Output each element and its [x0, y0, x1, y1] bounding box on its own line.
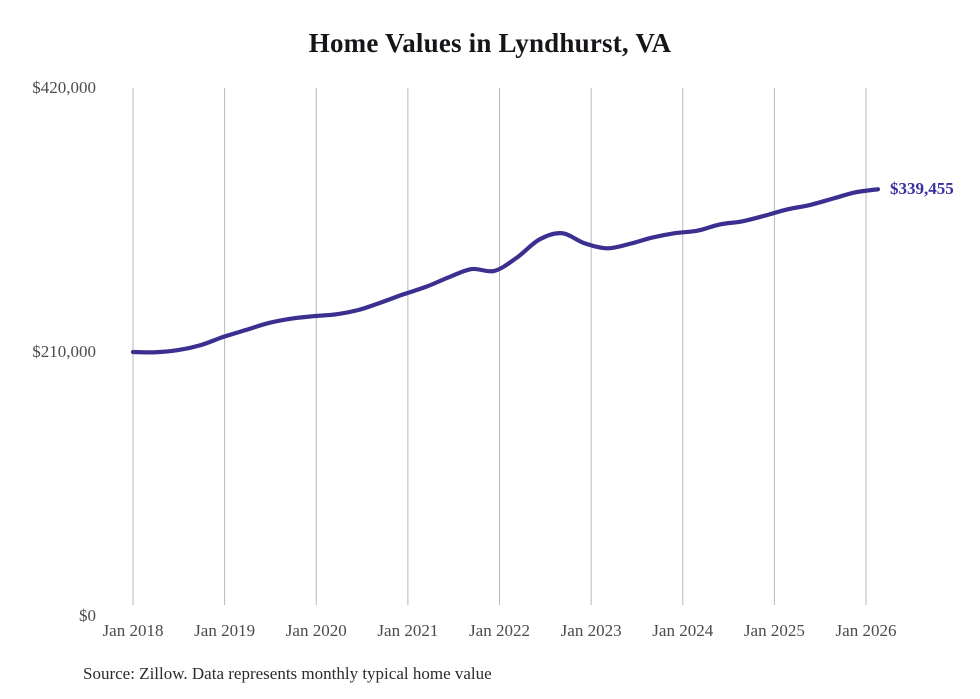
x-axis-tick-label: Jan 2024 [652, 621, 714, 640]
source-note: Source: Zillow. Data represents monthly … [83, 664, 492, 683]
y-axis-tick-label: $210,000 [32, 342, 96, 361]
x-axis-tick-label: Jan 2022 [469, 621, 530, 640]
x-axis-tick-label: Jan 2025 [743, 621, 805, 640]
x-axis-tick-label: Jan 2018 [102, 621, 164, 640]
gridlines [132, 88, 867, 605]
x-axis-tick-label: Jan 2023 [560, 621, 622, 640]
x-axis-tick-label: Jan 2021 [377, 621, 439, 640]
x-axis-tick-label: Jan 2020 [285, 621, 347, 640]
end-value-annotation: $339,455 [890, 179, 954, 199]
y-axis-tick-label: $420,000 [32, 78, 96, 97]
chart-title: Home Values in Lyndhurst, VA [308, 28, 672, 58]
x-axis-tick-label: Jan 2026 [835, 621, 897, 640]
y-axis-tick-label: $0 [79, 606, 96, 625]
x-axis-tick-label: Jan 2019 [194, 621, 256, 640]
series-line-typical-home-value [130, 187, 881, 355]
